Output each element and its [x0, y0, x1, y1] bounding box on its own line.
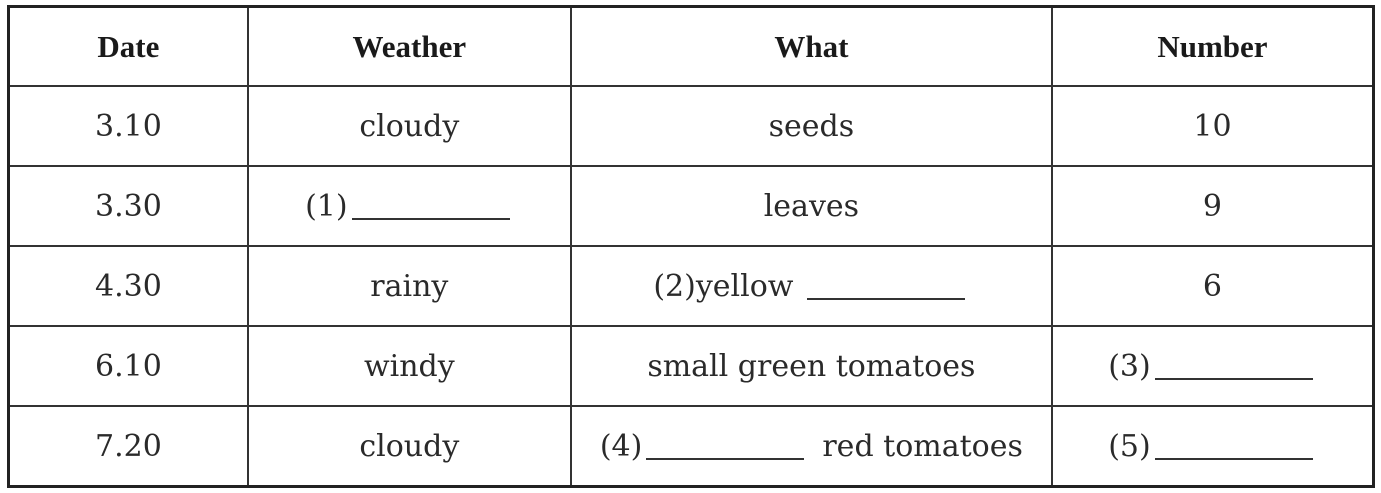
table-row: 7.20 cloudy (4) red tomatoes (5) — [7, 405, 1375, 488]
what-text: red tomatoes — [822, 428, 1023, 464]
table-row: 4.30 rainy (2)yellow 6 — [7, 245, 1375, 327]
weather-cell: windy — [246, 325, 572, 407]
table-row: 3.30 (1) leaves 9 — [7, 165, 1375, 247]
header-number: Number — [1050, 5, 1375, 87]
what-text: yellow — [695, 268, 794, 304]
blank-label: (3) — [1108, 348, 1151, 384]
date-cell: 4.30 — [7, 245, 249, 327]
weather-cell: rainy — [246, 245, 572, 327]
number-cell: 10 — [1050, 85, 1375, 167]
blank-label: (2) — [653, 268, 696, 304]
what-cell: leaves — [569, 165, 1053, 247]
number-cell: 9 — [1050, 165, 1375, 247]
blank-label: (4) — [599, 428, 643, 464]
date-cell: 3.10 — [7, 85, 249, 167]
blank-label: (5) — [1108, 428, 1151, 464]
weather-cell: (1) — [246, 165, 572, 247]
blank-label: (1) — [305, 188, 348, 224]
what-cell: (2)yellow — [569, 245, 1053, 327]
blank-1[interactable] — [351, 217, 510, 220]
number-cell: (5) — [1050, 405, 1375, 488]
blank-5[interactable] — [1154, 457, 1313, 460]
header-weather: Weather — [246, 5, 572, 87]
date-cell: 7.20 — [7, 405, 249, 488]
header-what: What — [569, 5, 1053, 87]
blank-3[interactable] — [1154, 377, 1313, 380]
table-row: 6.10 windy small green tomatoes (3) — [7, 325, 1375, 407]
garden-record-table: Date Weather What Number 3.10 cloudy see… — [7, 5, 1375, 488]
date-cell: 3.30 — [7, 165, 249, 247]
header-date: Date — [7, 5, 249, 87]
what-cell: small green tomatoes — [569, 325, 1053, 407]
what-cell: seeds — [569, 85, 1053, 167]
weather-cell: cloudy — [246, 405, 572, 488]
header-row: Date Weather What Number — [7, 5, 1375, 87]
what-cell: (4) red tomatoes — [569, 405, 1053, 488]
number-cell: 6 — [1050, 245, 1375, 327]
number-cell: (3) — [1050, 325, 1375, 407]
date-cell: 6.10 — [7, 325, 249, 407]
table-row: 3.10 cloudy seeds 10 — [7, 85, 1375, 167]
blank-4[interactable] — [646, 457, 805, 460]
blank-2[interactable] — [807, 297, 966, 300]
weather-cell: cloudy — [246, 85, 572, 167]
